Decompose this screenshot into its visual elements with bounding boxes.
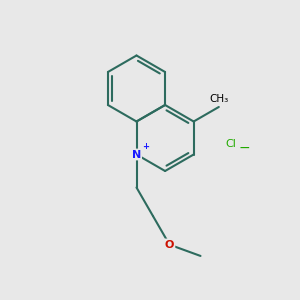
Text: +: + xyxy=(142,142,149,151)
Text: −: − xyxy=(239,141,250,154)
Text: O: O xyxy=(165,240,174,250)
Text: Cl: Cl xyxy=(226,139,236,149)
Text: CH₃: CH₃ xyxy=(209,94,228,104)
Text: N: N xyxy=(132,149,141,160)
